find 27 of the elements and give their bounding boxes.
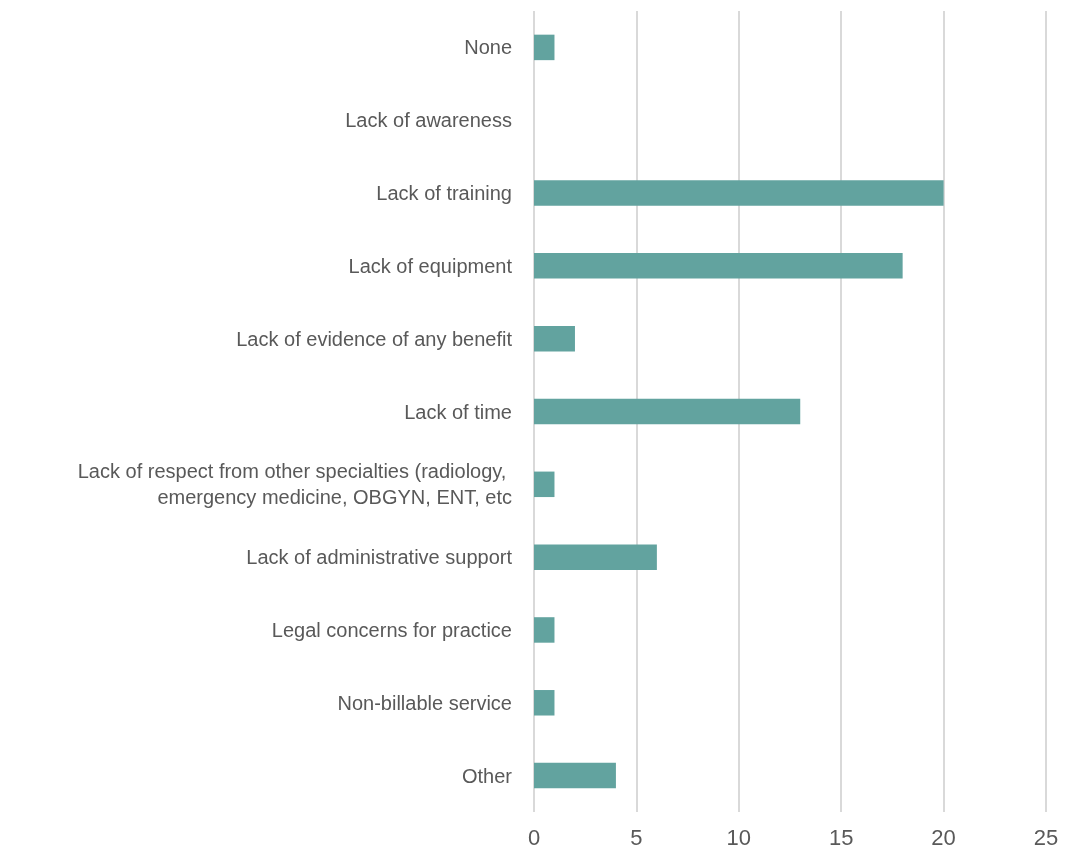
bar [534,544,657,570]
bar [534,690,555,716]
bar [534,180,944,206]
bar [534,762,616,789]
bar [534,617,555,643]
y-tick-label: Legal concerns for practice [271,618,512,641]
y-tick-label: Lack of time [404,400,512,423]
y-tick-label: Lack of evidence of any benefit [236,327,513,350]
bar [534,253,903,279]
x-tick-label: 0 [527,824,541,850]
bar [534,398,801,425]
y-tick-label: Lack of respect from other specialties (radiology, emergency medicine, OBGYN, ENT, etc [77,460,512,509]
x-tick-label: 15 [828,824,854,850]
y-tick-label: None [464,36,512,59]
bar [534,471,555,498]
x-tick-label: 10 [726,824,752,850]
y-tick-label: Non-billable service [337,691,512,714]
y-tick-label: Lack of awareness [345,109,512,132]
y-tick-label: Lack of equipment [348,254,513,277]
bar [534,325,575,352]
x-tick-label: 5 [630,824,643,850]
x-tick-label: 25 [1033,824,1059,850]
x-tick-label: 20 [931,824,956,850]
bar [534,34,555,61]
y-tick-label: Other [461,764,513,787]
y-tick-label: Lack of administrative support [246,546,513,569]
y-tick-label: Lack of training [376,182,512,205]
